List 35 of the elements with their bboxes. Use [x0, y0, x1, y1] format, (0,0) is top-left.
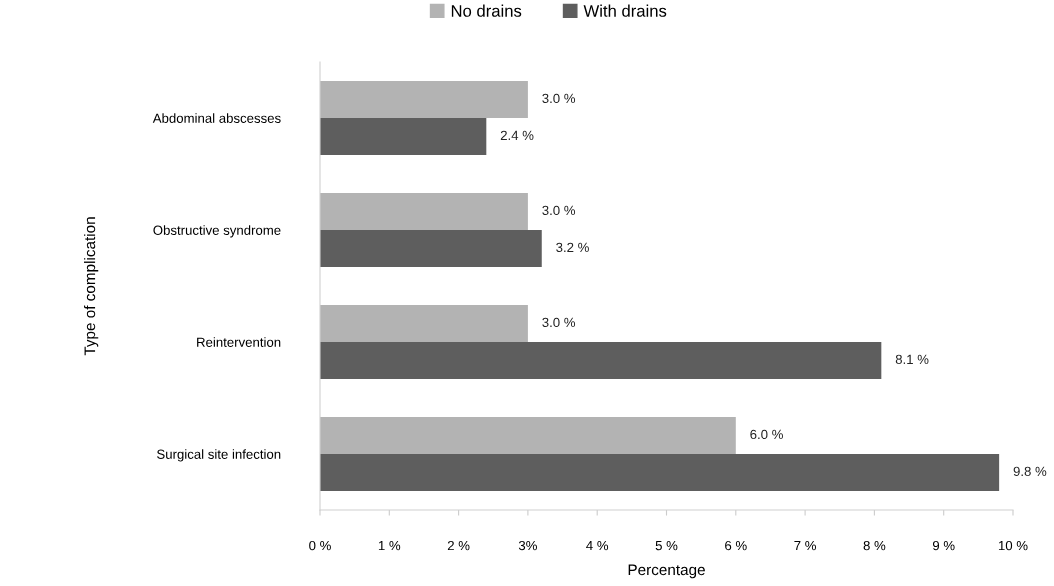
data-label: 8.1 %	[895, 354, 929, 365]
x-tick-label: 0 %	[309, 540, 331, 551]
y-tick-label: Abdominal abscesses	[152, 113, 281, 123]
bar	[320, 454, 1000, 491]
legend-label: With drains	[583, 4, 667, 17]
data-label: 3.0 %	[542, 317, 576, 328]
x-tick-label: 9 %	[932, 540, 955, 551]
data-label: 3.0 %	[542, 93, 576, 104]
data-label: 6.0 %	[750, 429, 783, 440]
x-tick-label: 10 %	[998, 540, 1028, 551]
y-tick-label: Reintervention	[197, 337, 281, 347]
bar	[320, 193, 528, 230]
x-axis-title: Percentage	[628, 564, 705, 579]
x-tick-label: 4 %	[586, 540, 609, 551]
bar	[320, 118, 487, 155]
x-tick-label: 5 %	[655, 540, 678, 551]
x-tick-label: 6 %	[725, 540, 747, 551]
x-tick-label: 8 %	[863, 540, 886, 551]
x-tick-label: 7 %	[794, 540, 816, 551]
y-tick-label: Surgical site infection	[157, 449, 281, 462]
bar	[320, 417, 736, 454]
x-tick-label: 3%	[518, 540, 537, 551]
bar	[320, 230, 542, 267]
legend-label: No drains	[451, 4, 522, 17]
data-label: 3.2 %	[556, 242, 589, 253]
bar	[320, 342, 882, 379]
x-tick-label: 1 %	[378, 540, 401, 551]
bar	[320, 305, 528, 342]
bar	[320, 81, 528, 118]
data-label: 2.4 %	[500, 130, 534, 140]
data-label: 3.0 %	[542, 205, 576, 216]
data-label: 9.8 %	[1013, 466, 1047, 477]
y-axis-title: Type of complication	[84, 217, 99, 356]
y-tick-label: Obstructive syndrome	[153, 225, 281, 238]
x-tick-label: 2 %	[447, 540, 470, 551]
